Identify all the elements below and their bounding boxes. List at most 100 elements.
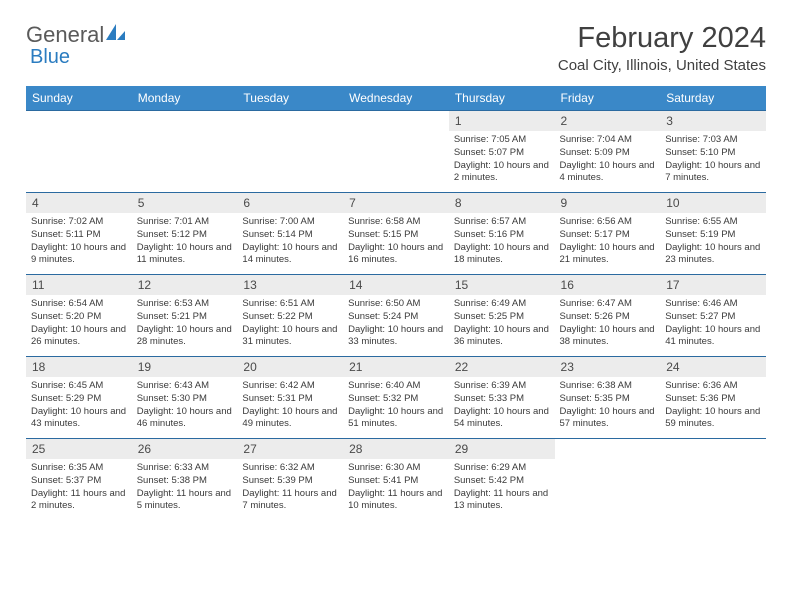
sunset-line: Sunset: 5:14 PM (242, 229, 338, 242)
sunset-line: Sunset: 5:07 PM (454, 147, 550, 160)
day-cell: 11Sunrise: 6:54 AMSunset: 5:20 PMDayligh… (26, 275, 132, 357)
sunrise-line: Sunrise: 6:54 AM (31, 298, 127, 311)
day-cell: 13Sunrise: 6:51 AMSunset: 5:22 PMDayligh… (237, 275, 343, 357)
week-row: 11Sunrise: 6:54 AMSunset: 5:20 PMDayligh… (26, 275, 766, 357)
day-body: Sunrise: 7:03 AMSunset: 5:10 PMDaylight:… (660, 131, 766, 189)
daylight-line: Daylight: 11 hours and 13 minutes. (454, 488, 550, 514)
day-number: 25 (26, 439, 132, 459)
sunset-line: Sunset: 5:33 PM (454, 393, 550, 406)
day-body: Sunrise: 6:33 AMSunset: 5:38 PMDaylight:… (132, 459, 238, 517)
sunrise-line: Sunrise: 6:38 AM (560, 380, 656, 393)
sunset-line: Sunset: 5:17 PM (560, 229, 656, 242)
empty-cell (132, 111, 238, 193)
daylight-line: Daylight: 10 hours and 9 minutes. (31, 242, 127, 268)
day-body: Sunrise: 6:50 AMSunset: 5:24 PMDaylight:… (343, 295, 449, 353)
day-cell: 3Sunrise: 7:03 AMSunset: 5:10 PMDaylight… (660, 111, 766, 193)
daylight-line: Daylight: 10 hours and 36 minutes. (454, 324, 550, 350)
day-body: Sunrise: 6:40 AMSunset: 5:32 PMDaylight:… (343, 377, 449, 435)
dow-header: Thursday (449, 86, 555, 111)
title-block: February 2024 Coal City, Illinois, Unite… (558, 22, 766, 74)
daylight-line: Daylight: 10 hours and 2 minutes. (454, 160, 550, 186)
sunset-line: Sunset: 5:27 PM (665, 311, 761, 324)
sunset-line: Sunset: 5:16 PM (454, 229, 550, 242)
sunset-line: Sunset: 5:20 PM (31, 311, 127, 324)
daylight-line: Daylight: 10 hours and 33 minutes. (348, 324, 444, 350)
daylight-line: Daylight: 10 hours and 57 minutes. (560, 406, 656, 432)
sunrise-line: Sunrise: 6:49 AM (454, 298, 550, 311)
day-number: 13 (237, 275, 343, 295)
day-body: Sunrise: 6:55 AMSunset: 5:19 PMDaylight:… (660, 213, 766, 271)
calendar-table: SundayMondayTuesdayWednesdayThursdayFrid… (26, 86, 766, 521)
daylight-line: Daylight: 10 hours and 43 minutes. (31, 406, 127, 432)
day-body: Sunrise: 7:02 AMSunset: 5:11 PMDaylight:… (26, 213, 132, 271)
logo-sail-icon (106, 22, 126, 48)
daylight-line: Daylight: 10 hours and 4 minutes. (560, 160, 656, 186)
day-number: 17 (660, 275, 766, 295)
day-body: Sunrise: 6:53 AMSunset: 5:21 PMDaylight:… (132, 295, 238, 353)
day-number: 16 (555, 275, 661, 295)
day-body: Sunrise: 6:57 AMSunset: 5:16 PMDaylight:… (449, 213, 555, 271)
day-number: 9 (555, 193, 661, 213)
day-number: 22 (449, 357, 555, 377)
daylight-line: Daylight: 11 hours and 5 minutes. (137, 488, 233, 514)
dow-header: Saturday (660, 86, 766, 111)
day-number: 24 (660, 357, 766, 377)
daylight-line: Daylight: 10 hours and 31 minutes. (242, 324, 338, 350)
sunset-line: Sunset: 5:10 PM (665, 147, 761, 160)
sunset-line: Sunset: 5:29 PM (31, 393, 127, 406)
sunrise-line: Sunrise: 6:32 AM (242, 462, 338, 475)
day-cell: 28Sunrise: 6:30 AMSunset: 5:41 PMDayligh… (343, 439, 449, 521)
empty-cell (555, 439, 661, 521)
day-body: Sunrise: 6:51 AMSunset: 5:22 PMDaylight:… (237, 295, 343, 353)
daylight-line: Daylight: 10 hours and 21 minutes. (560, 242, 656, 268)
day-cell: 25Sunrise: 6:35 AMSunset: 5:37 PMDayligh… (26, 439, 132, 521)
day-cell: 2Sunrise: 7:04 AMSunset: 5:09 PMDaylight… (555, 111, 661, 193)
daylight-line: Daylight: 11 hours and 7 minutes. (242, 488, 338, 514)
day-body: Sunrise: 6:30 AMSunset: 5:41 PMDaylight:… (343, 459, 449, 517)
daylight-line: Daylight: 10 hours and 16 minutes. (348, 242, 444, 268)
day-number: 28 (343, 439, 449, 459)
sunset-line: Sunset: 5:25 PM (454, 311, 550, 324)
day-number: 18 (26, 357, 132, 377)
daylight-line: Daylight: 10 hours and 51 minutes. (348, 406, 444, 432)
sunset-line: Sunset: 5:38 PM (137, 475, 233, 488)
empty-cell (660, 439, 766, 521)
daylight-line: Daylight: 11 hours and 10 minutes. (348, 488, 444, 514)
day-number: 10 (660, 193, 766, 213)
day-cell: 23Sunrise: 6:38 AMSunset: 5:35 PMDayligh… (555, 357, 661, 439)
week-row: 1Sunrise: 7:05 AMSunset: 5:07 PMDaylight… (26, 111, 766, 193)
day-body: Sunrise: 6:32 AMSunset: 5:39 PMDaylight:… (237, 459, 343, 517)
sunrise-line: Sunrise: 6:29 AM (454, 462, 550, 475)
sunrise-line: Sunrise: 6:57 AM (454, 216, 550, 229)
sunrise-line: Sunrise: 6:50 AM (348, 298, 444, 311)
sunset-line: Sunset: 5:42 PM (454, 475, 550, 488)
dow-header: Monday (132, 86, 238, 111)
day-body: Sunrise: 6:45 AMSunset: 5:29 PMDaylight:… (26, 377, 132, 435)
sunrise-line: Sunrise: 6:45 AM (31, 380, 127, 393)
day-cell: 1Sunrise: 7:05 AMSunset: 5:07 PMDaylight… (449, 111, 555, 193)
sunrise-line: Sunrise: 7:02 AM (31, 216, 127, 229)
day-cell: 26Sunrise: 6:33 AMSunset: 5:38 PMDayligh… (132, 439, 238, 521)
sunrise-line: Sunrise: 7:00 AM (242, 216, 338, 229)
daylight-line: Daylight: 11 hours and 2 minutes. (31, 488, 127, 514)
day-cell: 18Sunrise: 6:45 AMSunset: 5:29 PMDayligh… (26, 357, 132, 439)
day-body: Sunrise: 6:39 AMSunset: 5:33 PMDaylight:… (449, 377, 555, 435)
day-cell: 4Sunrise: 7:02 AMSunset: 5:11 PMDaylight… (26, 193, 132, 275)
day-number: 21 (343, 357, 449, 377)
day-cell: 24Sunrise: 6:36 AMSunset: 5:36 PMDayligh… (660, 357, 766, 439)
day-number: 12 (132, 275, 238, 295)
sunrise-line: Sunrise: 7:04 AM (560, 134, 656, 147)
day-number: 26 (132, 439, 238, 459)
day-cell: 16Sunrise: 6:47 AMSunset: 5:26 PMDayligh… (555, 275, 661, 357)
sunset-line: Sunset: 5:22 PM (242, 311, 338, 324)
sunset-line: Sunset: 5:26 PM (560, 311, 656, 324)
sunset-line: Sunset: 5:09 PM (560, 147, 656, 160)
sunrise-line: Sunrise: 6:39 AM (454, 380, 550, 393)
sunrise-line: Sunrise: 7:05 AM (454, 134, 550, 147)
daylight-line: Daylight: 10 hours and 14 minutes. (242, 242, 338, 268)
location: Coal City, Illinois, United States (558, 57, 766, 74)
sunrise-line: Sunrise: 6:47 AM (560, 298, 656, 311)
header: General February 2024 Coal City, Illinoi… (26, 22, 766, 74)
day-cell: 22Sunrise: 6:39 AMSunset: 5:33 PMDayligh… (449, 357, 555, 439)
daylight-line: Daylight: 10 hours and 46 minutes. (137, 406, 233, 432)
